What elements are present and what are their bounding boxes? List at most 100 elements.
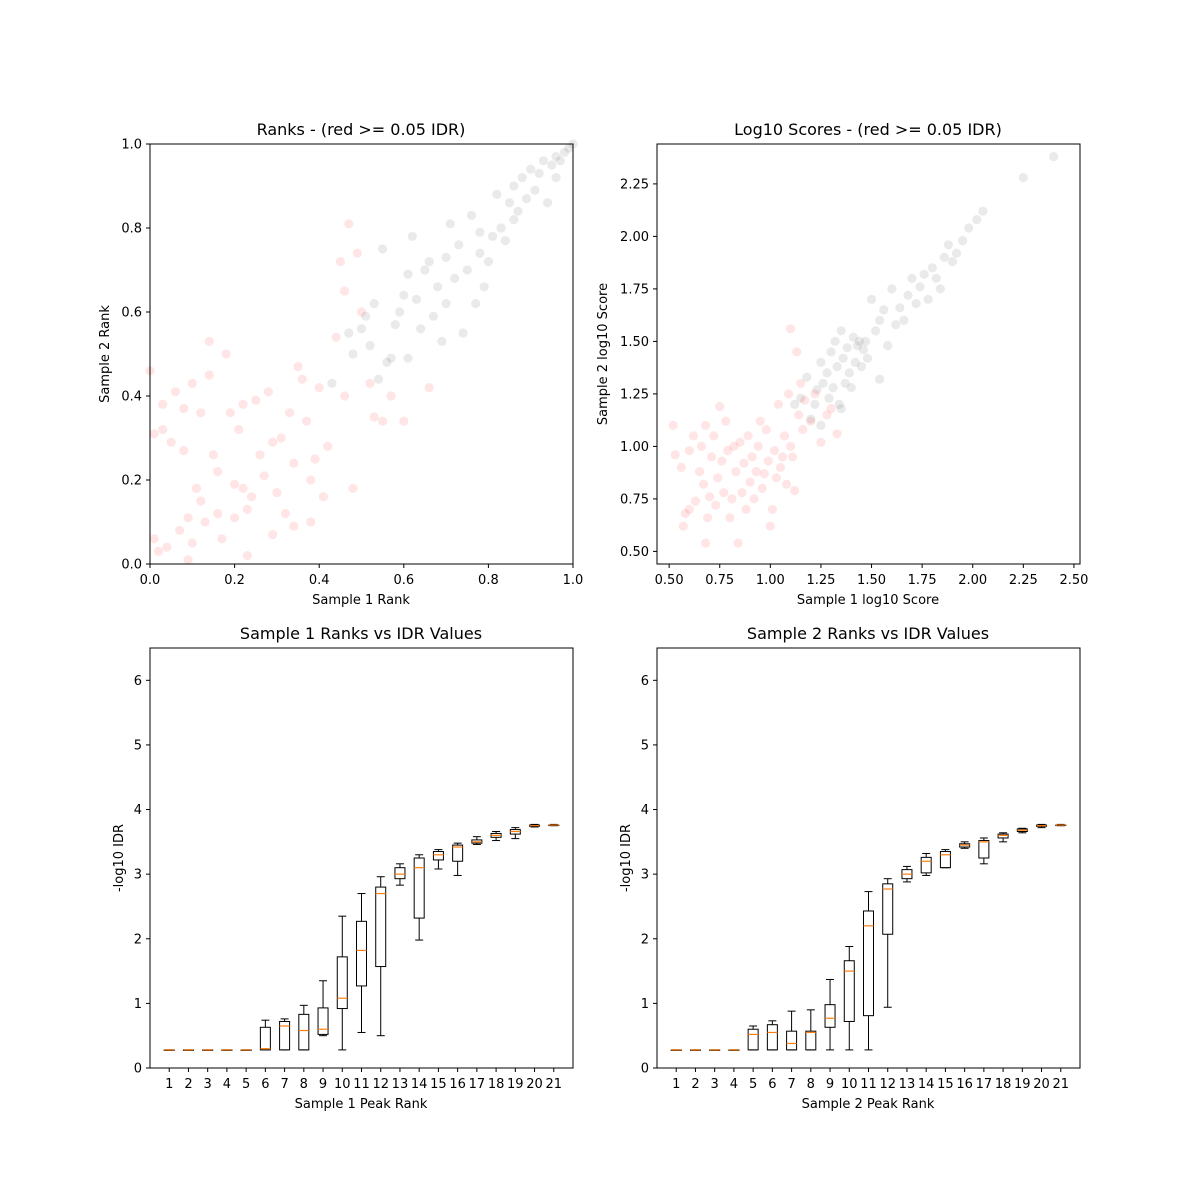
red-point (323, 441, 333, 451)
red-point (196, 408, 206, 418)
box-iqr (279, 1020, 291, 1051)
red-point (297, 374, 307, 384)
red-point (175, 525, 185, 536)
red-point (786, 441, 796, 451)
y-tick-label: 0.2 (121, 474, 142, 489)
grey-point (850, 357, 860, 367)
scores-scatter-axes-frame (656, 143, 1081, 565)
red-point (348, 483, 358, 493)
red-point (204, 370, 214, 380)
grey-point (951, 248, 962, 258)
grey-point (943, 240, 954, 250)
ranks-scatter-y-ticks: 0.0 0.2 0.4 0.6 0.8 1.0 (121, 138, 150, 573)
red-point (230, 479, 240, 489)
grey-point (931, 273, 941, 283)
red-point (721, 416, 731, 426)
box-4 (221, 1049, 233, 1051)
red-point (733, 538, 743, 548)
red-point (800, 395, 810, 405)
scores-scatter-title: Log10 Scores - (red >= 0.05 IDR) (734, 120, 1002, 139)
red-point (690, 496, 701, 506)
box-21 (548, 823, 560, 827)
grey-point (826, 347, 836, 357)
grey-point (403, 269, 413, 279)
box-15 (939, 849, 951, 869)
x-tick-label: 4 (223, 1077, 231, 1092)
red-point (251, 395, 261, 405)
red-point (684, 446, 695, 456)
red-point (213, 467, 223, 477)
x-tick-label: 14 (411, 1077, 428, 1092)
grey-point (327, 378, 337, 388)
red-point (715, 401, 725, 412)
red-point (751, 467, 761, 477)
y-tick-label: 3 (134, 868, 142, 883)
red-point (191, 483, 202, 493)
x-tick-label: 5 (242, 1077, 250, 1092)
x-tick-label: 20 (526, 1077, 543, 1092)
grey-point (441, 252, 451, 262)
red-point (684, 504, 695, 514)
grey-point (509, 181, 519, 191)
red-point (678, 521, 688, 531)
grey-point (369, 299, 379, 309)
red-point (680, 508, 690, 519)
grey-point (428, 311, 438, 321)
box-iqr (843, 960, 855, 1022)
scores-scatter-xlabel: Sample 1 log10 Score (797, 593, 939, 608)
x-tick-label: 10 (841, 1077, 858, 1092)
red-point (699, 479, 709, 489)
red-point (149, 429, 159, 439)
box-iqr (805, 1030, 817, 1051)
red-point (183, 555, 193, 565)
red-point (765, 521, 775, 531)
grey-point (399, 290, 409, 300)
grey-point (365, 341, 375, 351)
red-point (670, 450, 680, 460)
box-16 (452, 842, 464, 876)
red-point (707, 452, 717, 462)
x-tick-label: 1.50 (857, 573, 886, 588)
x-tick-label: 17 (469, 1077, 486, 1092)
y-tick-label: 0 (641, 1062, 649, 1077)
red-point (822, 410, 832, 420)
red-point (668, 420, 678, 430)
y-tick-label: 1.00 (620, 440, 649, 455)
box-iqr (766, 1024, 778, 1051)
grey-point (547, 160, 557, 170)
red-point (204, 336, 214, 346)
box-4 (728, 1049, 740, 1051)
x-tick-label: 12 (879, 1077, 896, 1092)
red-point (788, 452, 798, 462)
grey-point (802, 372, 812, 382)
grey-point (978, 206, 988, 216)
red-point (832, 429, 842, 439)
grey-point (411, 294, 422, 304)
red-point (688, 431, 699, 441)
grey-point (919, 269, 929, 279)
grey-point (395, 307, 405, 317)
red-point (696, 441, 707, 451)
grey-point (915, 282, 925, 292)
box-2 (689, 1049, 701, 1051)
red-point (775, 462, 786, 472)
red-point (242, 551, 252, 561)
grey-point (838, 353, 848, 363)
grey-point (543, 198, 553, 208)
x-tick-label: 0.2 (224, 573, 245, 588)
grey-point (895, 303, 905, 313)
red-point (234, 425, 244, 435)
y-tick-label: 0.0 (121, 558, 142, 573)
ranks-scatter-axes-frame (149, 143, 574, 565)
red-point (259, 471, 269, 481)
box-17 (978, 837, 990, 865)
grey-point (806, 414, 816, 424)
x-tick-label: 2 (184, 1077, 192, 1092)
grey-point (356, 324, 367, 334)
box-iqr (413, 857, 425, 919)
red-point (723, 446, 733, 456)
grey-point (822, 368, 832, 378)
grey-point (382, 357, 392, 367)
red-point (158, 425, 168, 435)
grey-point (862, 353, 873, 363)
